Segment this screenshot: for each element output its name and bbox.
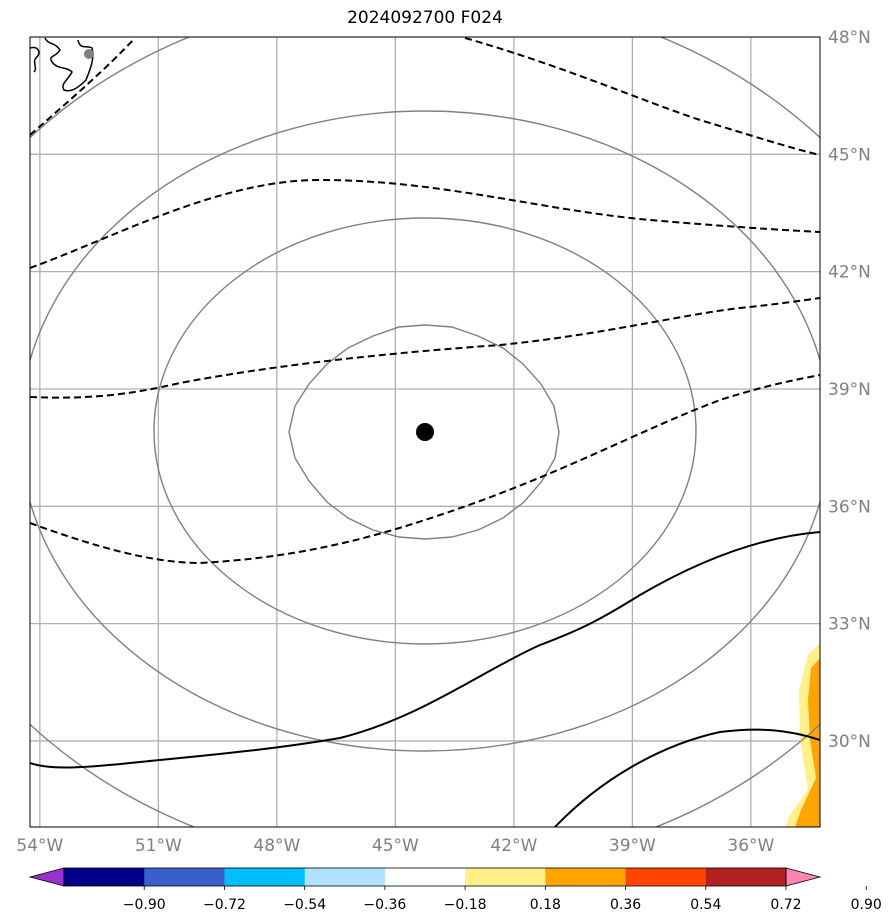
longitude-label: 48°W bbox=[253, 836, 300, 856]
colorbar-tick-label: 0.54 bbox=[690, 897, 721, 913]
dashed-contour-1 bbox=[30, 37, 136, 136]
gray-contour-ring-2 bbox=[153, 217, 697, 645]
colorbar-extend-low bbox=[28, 867, 65, 887]
gray-contours bbox=[30, 37, 820, 827]
gray-contour-ring-3 bbox=[30, 110, 820, 752]
colorbar-extend-high bbox=[785, 867, 822, 887]
longitude-labels: 54°W 51°W 48°W 45°W 42°W 39°W 36°W bbox=[16, 836, 774, 856]
colorbar-tick-label: 0.72 bbox=[770, 897, 801, 913]
longitude-label: 42°W bbox=[490, 836, 537, 856]
dashed-contours bbox=[30, 37, 820, 565]
colorbar-segment bbox=[224, 868, 306, 886]
colorbar-tick-label: −0.54 bbox=[283, 897, 326, 913]
latitude-label: 36°N bbox=[828, 497, 871, 517]
colorbar-segment bbox=[705, 868, 787, 886]
colorbar-tick-label: −0.18 bbox=[444, 897, 487, 913]
map-frame bbox=[29, 36, 821, 828]
dashed-contour-5 bbox=[30, 374, 820, 565]
dashed-contour-3 bbox=[30, 178, 820, 269]
colorbar-segment bbox=[64, 868, 145, 886]
colorbar-segment bbox=[625, 868, 707, 886]
latitude-label: 42°N bbox=[828, 263, 871, 283]
dashed-contour-4 bbox=[30, 297, 820, 399]
colorbar-tick-label: −0.90 bbox=[123, 897, 166, 913]
colorbar-tick-label: 0.18 bbox=[530, 897, 561, 913]
map-title: 2024092700 F024 bbox=[347, 8, 503, 28]
colorbar-segment bbox=[144, 868, 225, 886]
longitude-label: 51°W bbox=[135, 836, 182, 856]
colorbar-tick-label: 0.90 bbox=[851, 897, 882, 913]
latitude-labels: 30°N 33°N 36°N 39°N 42°N 45°N 48°N bbox=[828, 28, 871, 752]
gray-contour-ring-1 bbox=[288, 324, 560, 540]
latitude-label: 48°N bbox=[828, 28, 871, 48]
shaded-orange-region bbox=[795, 658, 820, 827]
latitude-label: 39°N bbox=[828, 380, 871, 400]
solid-contour-2 bbox=[554, 728, 820, 827]
colorbar-segment bbox=[465, 868, 546, 886]
longitude-label: 45°W bbox=[372, 836, 419, 856]
colorbar bbox=[28, 867, 822, 887]
solid-contour-1 bbox=[30, 531, 820, 769]
center-marker bbox=[416, 423, 434, 441]
colorbar-outline bbox=[63, 867, 787, 887]
colorbar-segment bbox=[304, 868, 386, 886]
longitude-label: 39°W bbox=[609, 836, 656, 856]
longitude-label: 36°W bbox=[727, 836, 774, 856]
colorbar-segment bbox=[545, 868, 627, 886]
latitude-label: 30°N bbox=[828, 732, 871, 752]
dashed-contour-2 bbox=[464, 37, 820, 156]
latitude-label: 33°N bbox=[828, 615, 871, 635]
latitude-label: 45°N bbox=[828, 145, 871, 165]
colorbar-tick-label: 0.36 bbox=[610, 897, 641, 913]
colorbar-segment bbox=[384, 868, 466, 886]
colorbar-tick-label: −0.72 bbox=[203, 897, 246, 913]
colorbar-labels: −0.90 −0.72 −0.54 −0.36 −0.18 0.18 0.36 0.54 0.7… bbox=[123, 886, 882, 913]
small-gray-marker bbox=[84, 49, 94, 59]
colorbar-tick-label: −0.36 bbox=[363, 897, 406, 913]
longitude-label: 54°W bbox=[16, 836, 63, 856]
